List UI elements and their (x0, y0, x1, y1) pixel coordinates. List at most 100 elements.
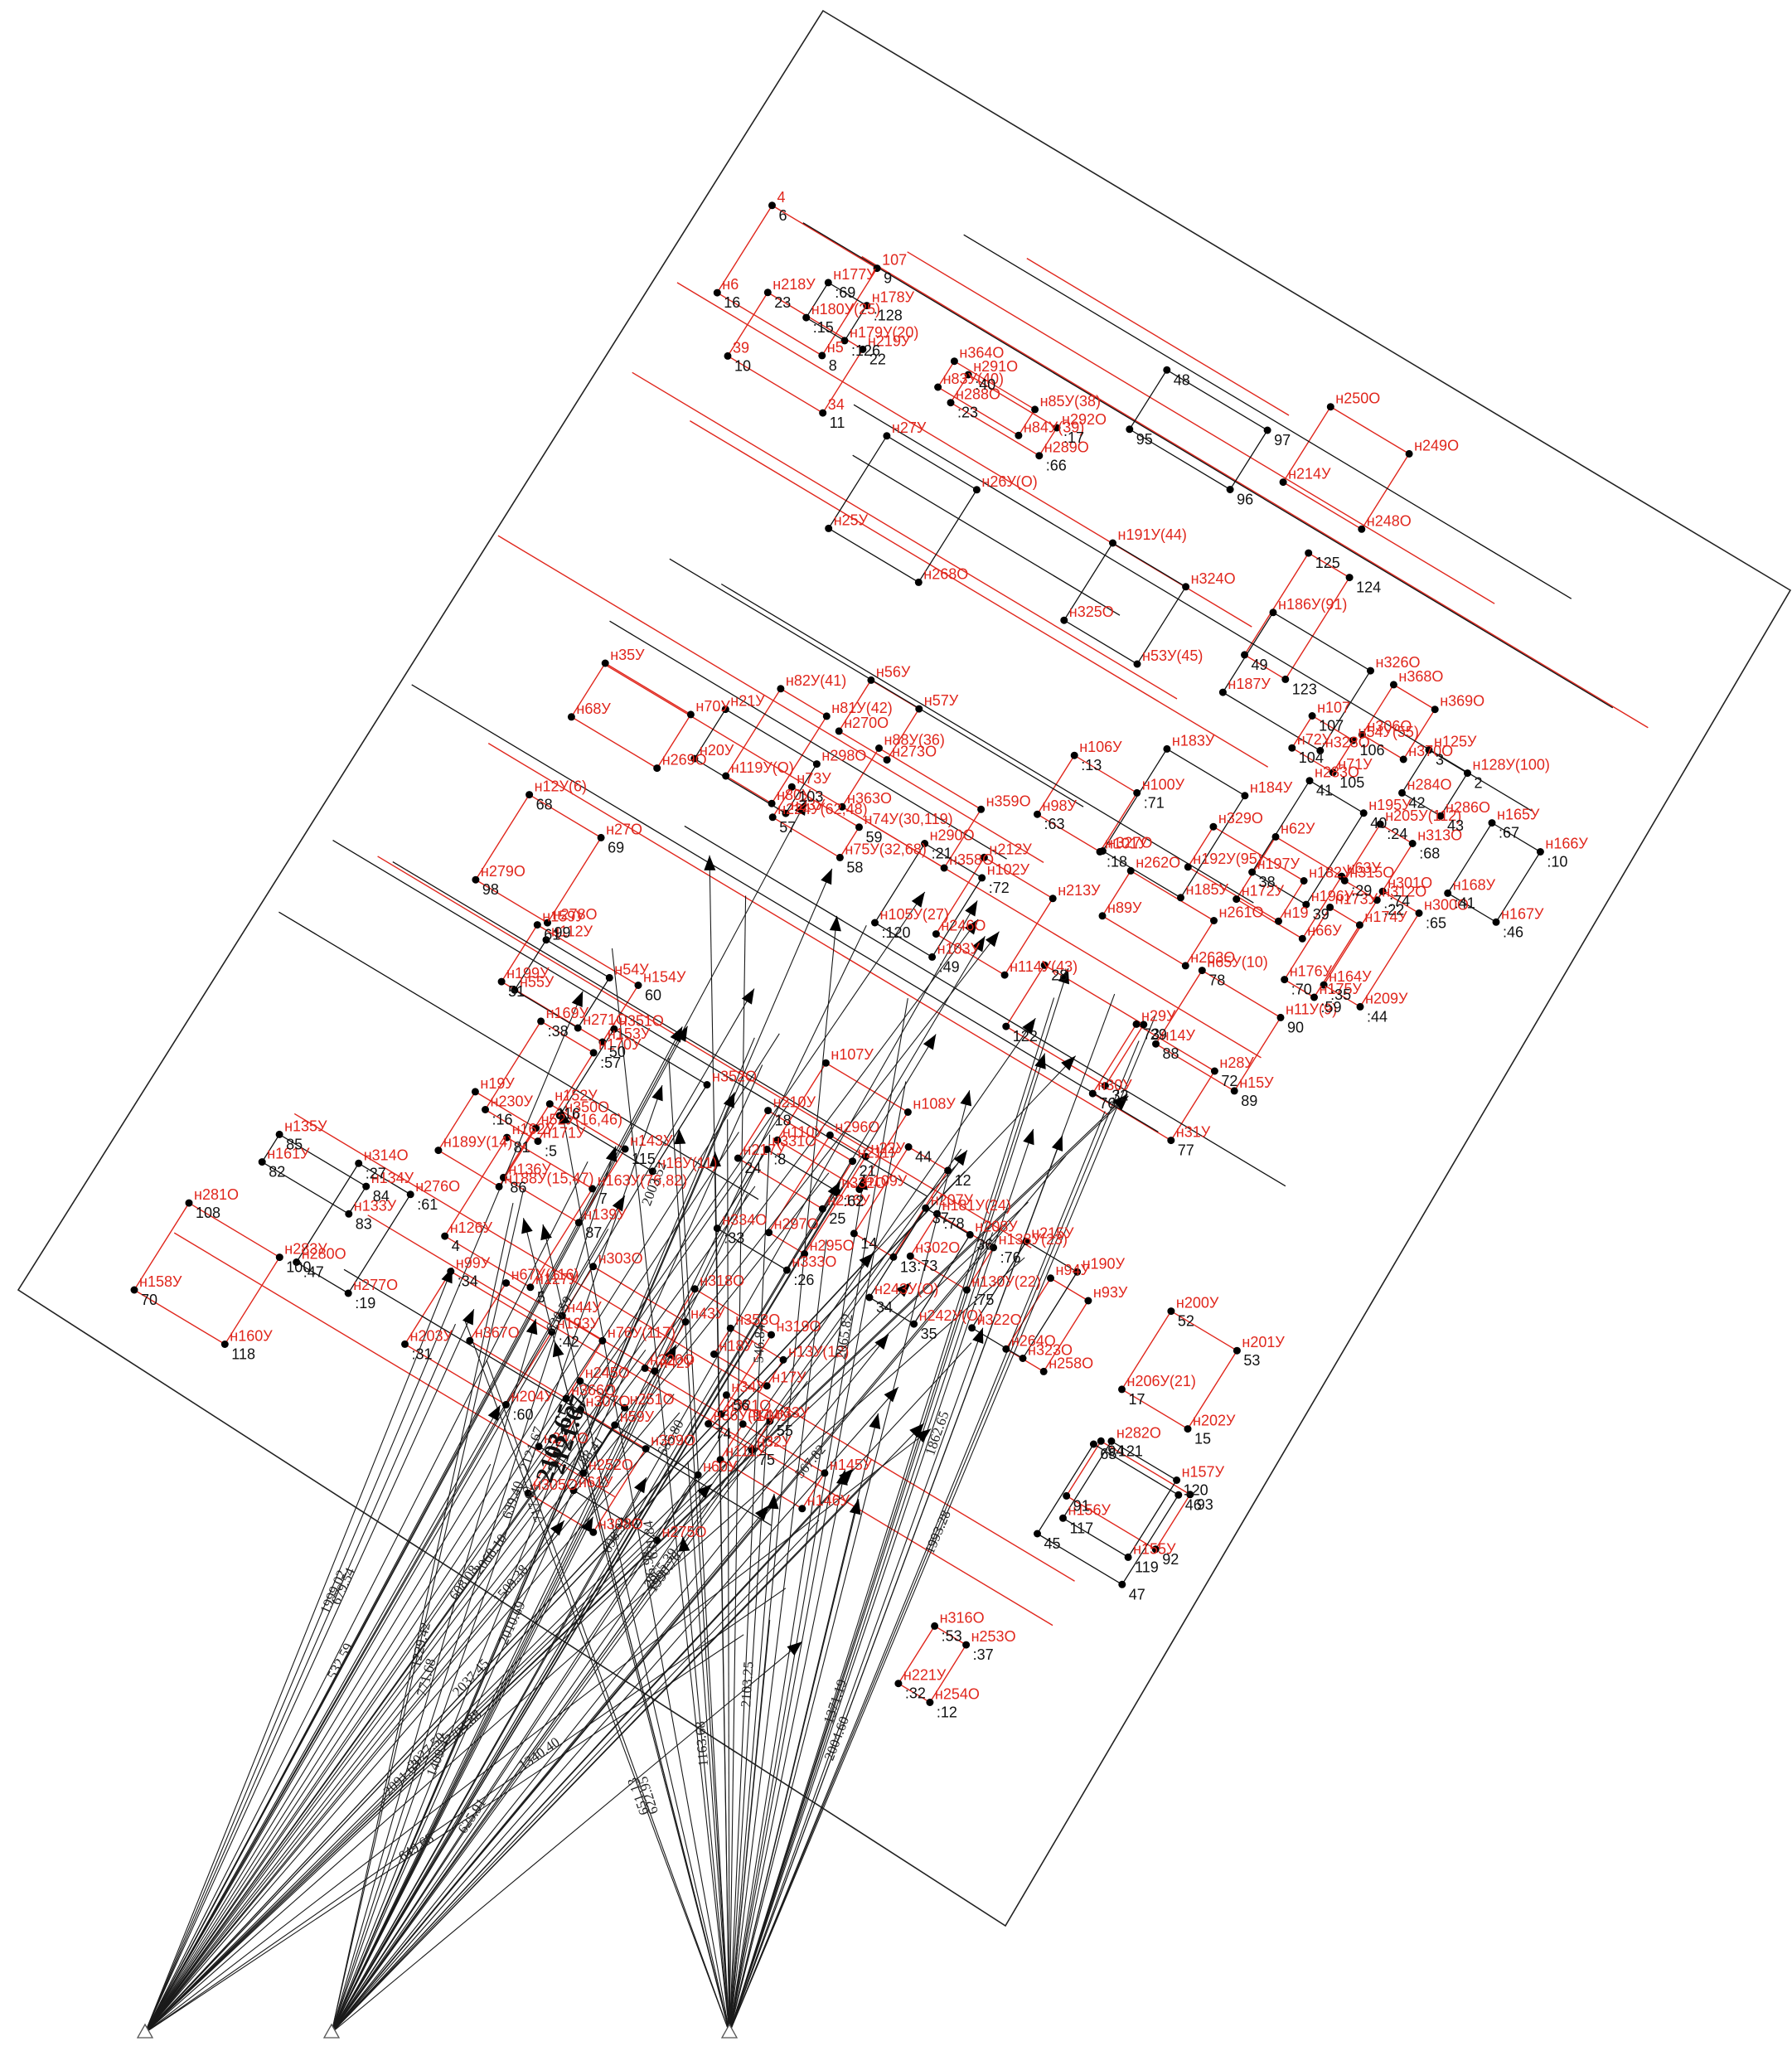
measurement-ray (144, 1033, 780, 2034)
point-label-black: 70 (141, 1292, 157, 1308)
survey-point (344, 1289, 352, 1297)
point-label-black: 36 (976, 1236, 993, 1253)
measurement-ray (331, 1467, 854, 2034)
survey-line (601, 662, 1262, 1059)
survey-point (1358, 730, 1366, 739)
survey-point (824, 279, 832, 287)
arrow-head (612, 1195, 625, 1212)
survey-line (852, 454, 1121, 616)
point-label-red: н179У(20) (850, 324, 918, 341)
point-label-red: н63У (1347, 860, 1382, 876)
point-label-black: :8 (773, 1151, 786, 1168)
point-label-red: н94У (1056, 1262, 1091, 1278)
survey-point (850, 1229, 858, 1238)
measurement-ray (729, 915, 838, 2034)
survey-point (871, 919, 879, 927)
point-label-red: н297О (774, 1216, 819, 1233)
point-label-red: н27О (606, 821, 642, 837)
point-label-red: н218У (772, 276, 816, 293)
point-label-black: 116 (556, 1106, 580, 1122)
measurement-ray (144, 1438, 572, 2034)
survey-point (1241, 651, 1248, 659)
survey-point (611, 1421, 619, 1429)
survey-point (734, 1154, 742, 1162)
survey-point (1281, 675, 1290, 683)
arrow-head (741, 988, 755, 1005)
arrow-head (856, 1174, 868, 1190)
survey-point (1431, 705, 1439, 714)
point-label-red: н74У(30,119) (865, 811, 953, 827)
point-label-black: 28 (1051, 967, 1068, 983)
survey-point (499, 1173, 507, 1181)
survey-point (940, 864, 948, 872)
point-label-red: н352О (712, 1069, 757, 1085)
survey-point (1263, 426, 1271, 434)
point-label-red: н110У (782, 1123, 825, 1140)
survey-point (933, 1210, 941, 1218)
point-label-red: н114У(43) (1010, 958, 1078, 975)
measurement-ray (729, 1090, 971, 2034)
point-label-black: 32 (1112, 1088, 1128, 1104)
arrow-head (441, 1268, 453, 1284)
point-label-black: :61 (417, 1196, 438, 1213)
building-outline (474, 793, 603, 924)
arrow-head (552, 1341, 564, 1358)
measurement-ray (144, 1634, 744, 2034)
point-label-red: н169У (546, 1005, 589, 1021)
point-label-black: 5 (537, 1289, 545, 1306)
survey-point (1096, 847, 1104, 856)
measurement-ray (144, 1349, 647, 2034)
survey-point (1340, 876, 1349, 885)
point-label-red: н305О (533, 1476, 578, 1493)
point-label-red: н298О (821, 748, 866, 764)
measurement-ray (331, 925, 867, 2034)
survey-line (343, 1268, 772, 1526)
survey-line (861, 255, 1649, 729)
station-triangle (322, 2023, 341, 2039)
measurement-ray (682, 1536, 730, 2034)
survey-point (275, 1130, 283, 1138)
measurement-ray (144, 1404, 501, 2034)
point-label-red: н144У (748, 1408, 791, 1424)
survey-point (883, 756, 891, 764)
survey-point (597, 833, 605, 841)
survey-point (1210, 917, 1218, 924)
survey-point (944, 1166, 952, 1175)
point-label-black: :5 (545, 1143, 557, 1160)
point-label-black: 2 (1475, 775, 1483, 792)
arrow-head (540, 1224, 552, 1241)
survey-line (487, 743, 1109, 1116)
point-label-red: н56У (876, 663, 911, 680)
point-label-red: н302О (915, 1239, 960, 1256)
survey-point (1281, 976, 1289, 984)
point-label-red: н14У (1161, 1027, 1196, 1044)
point-label-red: н66У (1307, 922, 1342, 938)
point-label-black: 48 (1174, 371, 1190, 388)
outer-frame (17, 9, 1792, 1927)
arrow-head (829, 915, 841, 932)
point-label-black: 97 (1274, 432, 1291, 448)
point-label-red: н177У (833, 266, 876, 283)
point-label-red: н186У(91) (1278, 596, 1347, 613)
point-label-black: 82 (269, 1164, 285, 1181)
point-label-black: 122 (1013, 1028, 1038, 1045)
survey-point (567, 713, 575, 721)
survey-point (589, 1263, 598, 1271)
point-label-red: н178У (872, 289, 915, 306)
arrow-head (1058, 968, 1069, 985)
point-label-red: н190У (1082, 1255, 1126, 1272)
survey-point (779, 1355, 787, 1364)
survey-point (605, 973, 613, 982)
survey-point (964, 371, 972, 379)
measurement-ray (729, 993, 1116, 2034)
point-label-red: н168У (1453, 876, 1496, 893)
survey-point (717, 1410, 725, 1418)
survey-point (812, 760, 821, 768)
survey-point (1107, 1437, 1116, 1445)
survey-point (598, 1038, 607, 1046)
survey-point (838, 802, 846, 811)
survey-point (1000, 971, 1009, 979)
point-label-red: н67У(116) (511, 1267, 579, 1283)
point-label-black: :49 (939, 958, 960, 975)
point-label-black: 57 (779, 819, 796, 836)
